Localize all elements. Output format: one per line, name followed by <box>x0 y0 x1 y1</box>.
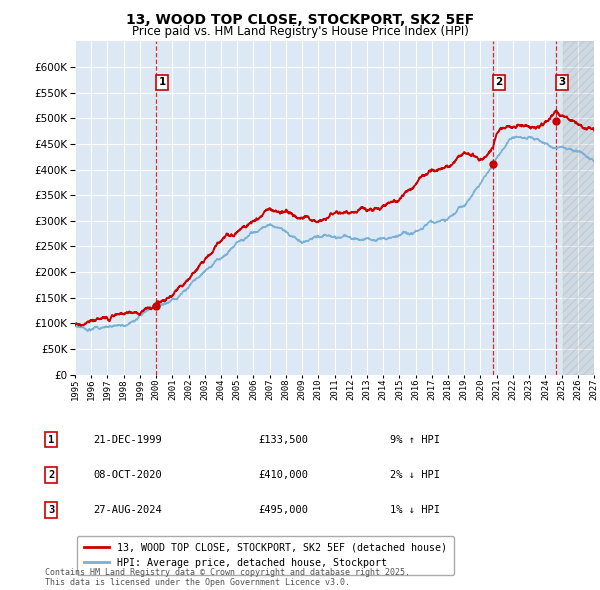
Text: 21-DEC-1999: 21-DEC-1999 <box>93 435 162 444</box>
Text: 2% ↓ HPI: 2% ↓ HPI <box>390 470 440 480</box>
Bar <box>562 41 594 375</box>
Text: £495,000: £495,000 <box>258 506 308 515</box>
Text: 2: 2 <box>48 470 54 480</box>
Text: 27-AUG-2024: 27-AUG-2024 <box>93 506 162 515</box>
Text: 08-OCT-2020: 08-OCT-2020 <box>93 470 162 480</box>
Text: 2: 2 <box>496 77 503 87</box>
Text: 1% ↓ HPI: 1% ↓ HPI <box>390 506 440 515</box>
Text: 13, WOOD TOP CLOSE, STOCKPORT, SK2 5EF: 13, WOOD TOP CLOSE, STOCKPORT, SK2 5EF <box>126 13 474 27</box>
Text: 3: 3 <box>559 77 566 87</box>
Text: 3: 3 <box>48 506 54 515</box>
Text: 1: 1 <box>48 435 54 444</box>
Text: 9% ↑ HPI: 9% ↑ HPI <box>390 435 440 444</box>
Text: Contains HM Land Registry data © Crown copyright and database right 2025.
This d: Contains HM Land Registry data © Crown c… <box>45 568 410 587</box>
Text: £133,500: £133,500 <box>258 435 308 444</box>
Text: £410,000: £410,000 <box>258 470 308 480</box>
Text: Price paid vs. HM Land Registry's House Price Index (HPI): Price paid vs. HM Land Registry's House … <box>131 25 469 38</box>
Text: 1: 1 <box>158 77 166 87</box>
Legend: 13, WOOD TOP CLOSE, STOCKPORT, SK2 5EF (detached house), HPI: Average price, det: 13, WOOD TOP CLOSE, STOCKPORT, SK2 5EF (… <box>77 536 454 575</box>
